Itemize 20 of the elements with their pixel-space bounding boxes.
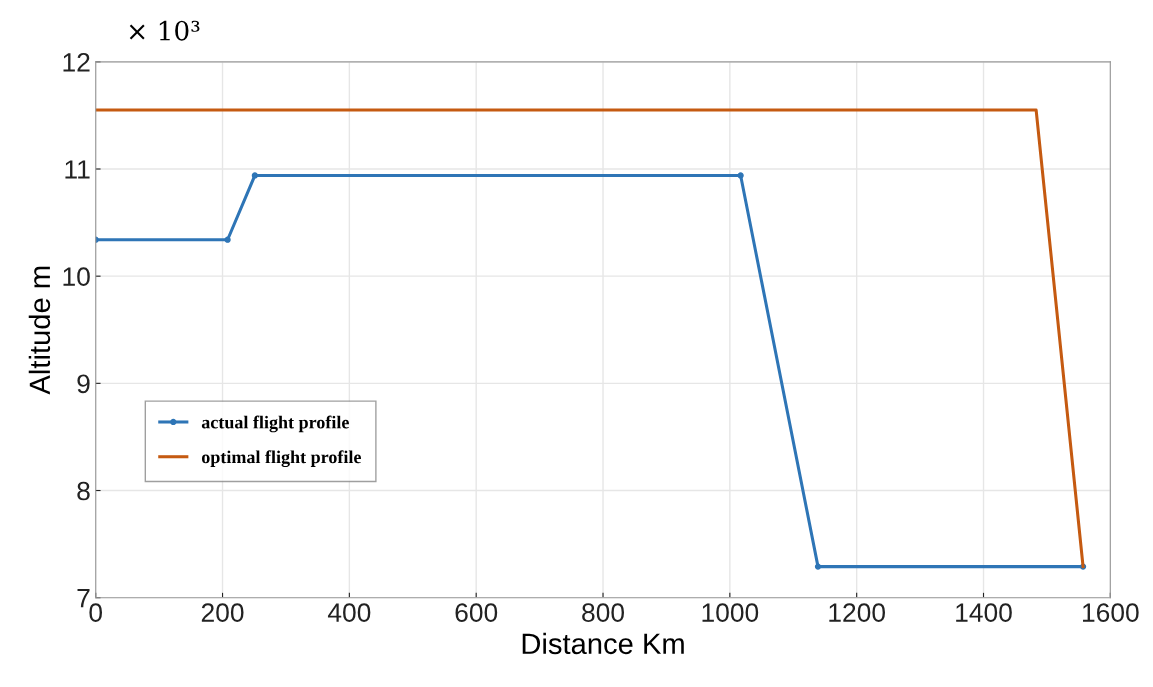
x-tick-label: 600 (455, 603, 498, 622)
x-axis-title: Distance Km (522, 632, 684, 655)
x-tick-label: 1000 (702, 603, 759, 622)
y-tick-label: 10 (63, 267, 90, 286)
y-tick-label: 8 (77, 481, 90, 501)
y-axis-title: Altitude m (28, 266, 51, 395)
y-tick-label: 7 (77, 589, 90, 608)
x-tick-label: 1200 (829, 603, 885, 622)
x-tick-label: 0 (89, 603, 103, 622)
x-tick-label: 800 (582, 603, 624, 622)
y-tick-label: 9 (77, 374, 90, 394)
legend-label: actual flight profile (201, 415, 349, 433)
y-tick-label: 11 (65, 160, 90, 179)
x-tick-label: 1600 (1083, 603, 1139, 622)
x-tick-label: 400 (327, 603, 371, 622)
text: × 10³ (129, 20, 200, 41)
x-tick-label: 1400 (956, 603, 1012, 622)
y-tick-label: 12 (63, 52, 90, 72)
x-tick-label: 200 (201, 603, 244, 622)
legend-label: optimal flight profile (201, 450, 361, 468)
